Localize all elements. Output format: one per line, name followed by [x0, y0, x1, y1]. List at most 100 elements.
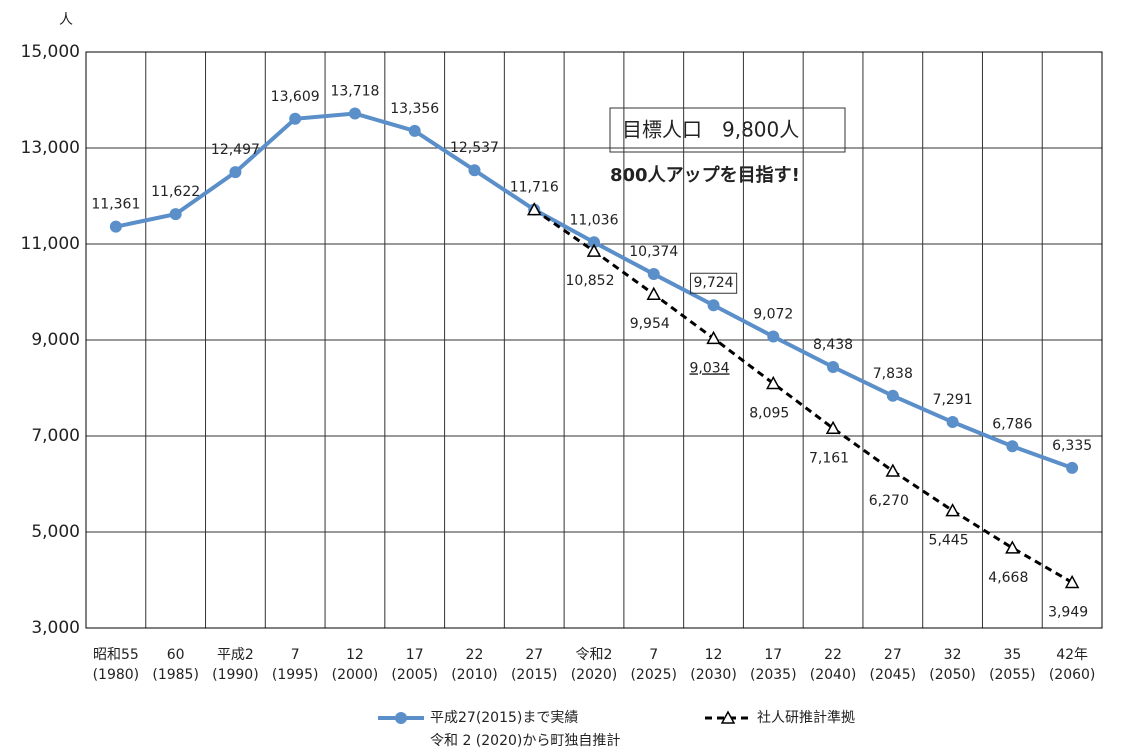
data-label: 5,445	[929, 533, 969, 549]
legend-label: 社人研推計準拠	[757, 710, 855, 726]
x-tick-label: (2050)	[929, 667, 976, 683]
data-label: 9,954	[630, 316, 670, 332]
data-label: 7,291	[933, 392, 973, 408]
x-tick-label: 60	[167, 647, 185, 663]
data-label: 12,497	[211, 142, 260, 158]
x-tick-label: 12	[705, 647, 723, 663]
data-label: 12,537	[450, 140, 499, 156]
data-point	[707, 299, 720, 312]
label-box	[689, 272, 738, 294]
x-tick-label: 17	[764, 647, 782, 663]
x-tick-label: 12	[346, 647, 364, 663]
data-point	[766, 375, 781, 390]
y-tick-label: 5,000	[31, 522, 80, 542]
data-point	[586, 243, 602, 257]
y-unit: 人	[59, 12, 73, 28]
x-tick-label: 42年	[1056, 647, 1088, 663]
y-tick-label: 15,000	[21, 42, 80, 62]
data-point	[885, 463, 901, 477]
y-tick-label: 7,000	[31, 426, 80, 446]
x-tick-label: 27	[884, 647, 902, 663]
data-point	[348, 107, 361, 120]
series-line	[115, 111, 1073, 470]
data-point	[1006, 440, 1019, 453]
x-tick-label: (2030)	[690, 667, 737, 683]
data-point	[886, 389, 899, 402]
data-label: 13,609	[271, 89, 320, 105]
data-label: 11,716	[510, 180, 559, 196]
data-label: 6,270	[869, 493, 909, 509]
annotation: 800人アップを目指す!	[610, 164, 800, 186]
x-tick-label: (1985)	[152, 667, 199, 683]
data-label: 7,838	[873, 366, 913, 382]
data-label: 9,072	[753, 307, 793, 323]
x-tick-label: (2045)	[870, 667, 917, 683]
data-label: 9,034	[689, 360, 729, 376]
data-point	[109, 220, 122, 233]
data-point	[526, 202, 542, 216]
x-tick-label: (2055)	[989, 667, 1036, 683]
x-tick-label: 平成2	[217, 647, 254, 663]
data-label: 3,949	[1048, 604, 1088, 620]
y-tick-label: 9,000	[31, 330, 80, 350]
data-label: 8,438	[813, 337, 853, 353]
legend-label: 令和 2 (2020)から町独自推計	[430, 733, 620, 749]
data-label: 10,852	[566, 273, 615, 289]
x-tick-label: (1980)	[93, 667, 140, 683]
data-point	[946, 416, 959, 429]
data-point	[468, 164, 481, 177]
data-point	[229, 166, 242, 179]
x-tick-label: 7	[649, 647, 658, 663]
data-point	[825, 420, 841, 435]
x-tick-label: (2000)	[332, 667, 379, 683]
legend-marker	[395, 712, 407, 724]
data-label: 13,718	[330, 84, 379, 100]
data-point	[588, 236, 600, 249]
legend-marker	[720, 710, 736, 724]
x-tick-label: (2025)	[630, 667, 677, 683]
data-point	[767, 330, 780, 343]
x-tick-label: 35	[1003, 647, 1021, 663]
data-label: 7,161	[809, 450, 849, 466]
data-label: 11,622	[151, 184, 200, 200]
x-tick-label: 7	[291, 647, 300, 663]
series-line	[533, 208, 1073, 584]
data-label: 11,036	[570, 212, 619, 228]
x-tick-label: 32	[944, 647, 962, 663]
data-label: 9,724	[693, 275, 733, 291]
data-point	[408, 124, 421, 137]
x-tick-label: 27	[525, 647, 543, 663]
data-point	[945, 503, 960, 517]
data-point	[1064, 574, 1080, 589]
annotation: 目標人口 9,800人	[622, 118, 799, 142]
data-label: 8,095	[749, 405, 789, 421]
data-label: 11,361	[91, 197, 140, 213]
x-tick-label: 22	[466, 647, 484, 663]
x-tick-label: (2040)	[810, 667, 857, 683]
x-tick-label: (1990)	[212, 667, 259, 683]
data-point	[827, 360, 840, 373]
x-tick-label: 22	[824, 647, 842, 663]
x-tick-label: (2035)	[750, 667, 797, 683]
data-label: 10,374	[629, 244, 678, 260]
data-label: 13,356	[390, 101, 439, 117]
data-point	[1066, 461, 1079, 474]
plot-border	[85, 51, 1103, 629]
x-tick-label: (2005)	[391, 667, 438, 683]
data-point	[169, 208, 182, 221]
data-point	[1005, 540, 1020, 554]
x-tick-label: (2020)	[571, 667, 618, 683]
x-tick-label: (1995)	[272, 667, 319, 683]
x-tick-label: (2015)	[511, 667, 558, 683]
data-point	[646, 286, 662, 300]
y-tick-label: 3,000	[31, 618, 80, 638]
y-tick-label: 11,000	[21, 234, 80, 254]
x-tick-label: (2060)	[1049, 667, 1096, 683]
data-point	[289, 112, 302, 125]
x-tick-label: 昭和55	[93, 647, 139, 663]
legend-label: 平成27(2015)まで実績	[430, 710, 578, 726]
data-label: 6,335	[1052, 438, 1092, 454]
data-point	[647, 268, 660, 281]
y-tick-label: 13,000	[21, 138, 80, 158]
